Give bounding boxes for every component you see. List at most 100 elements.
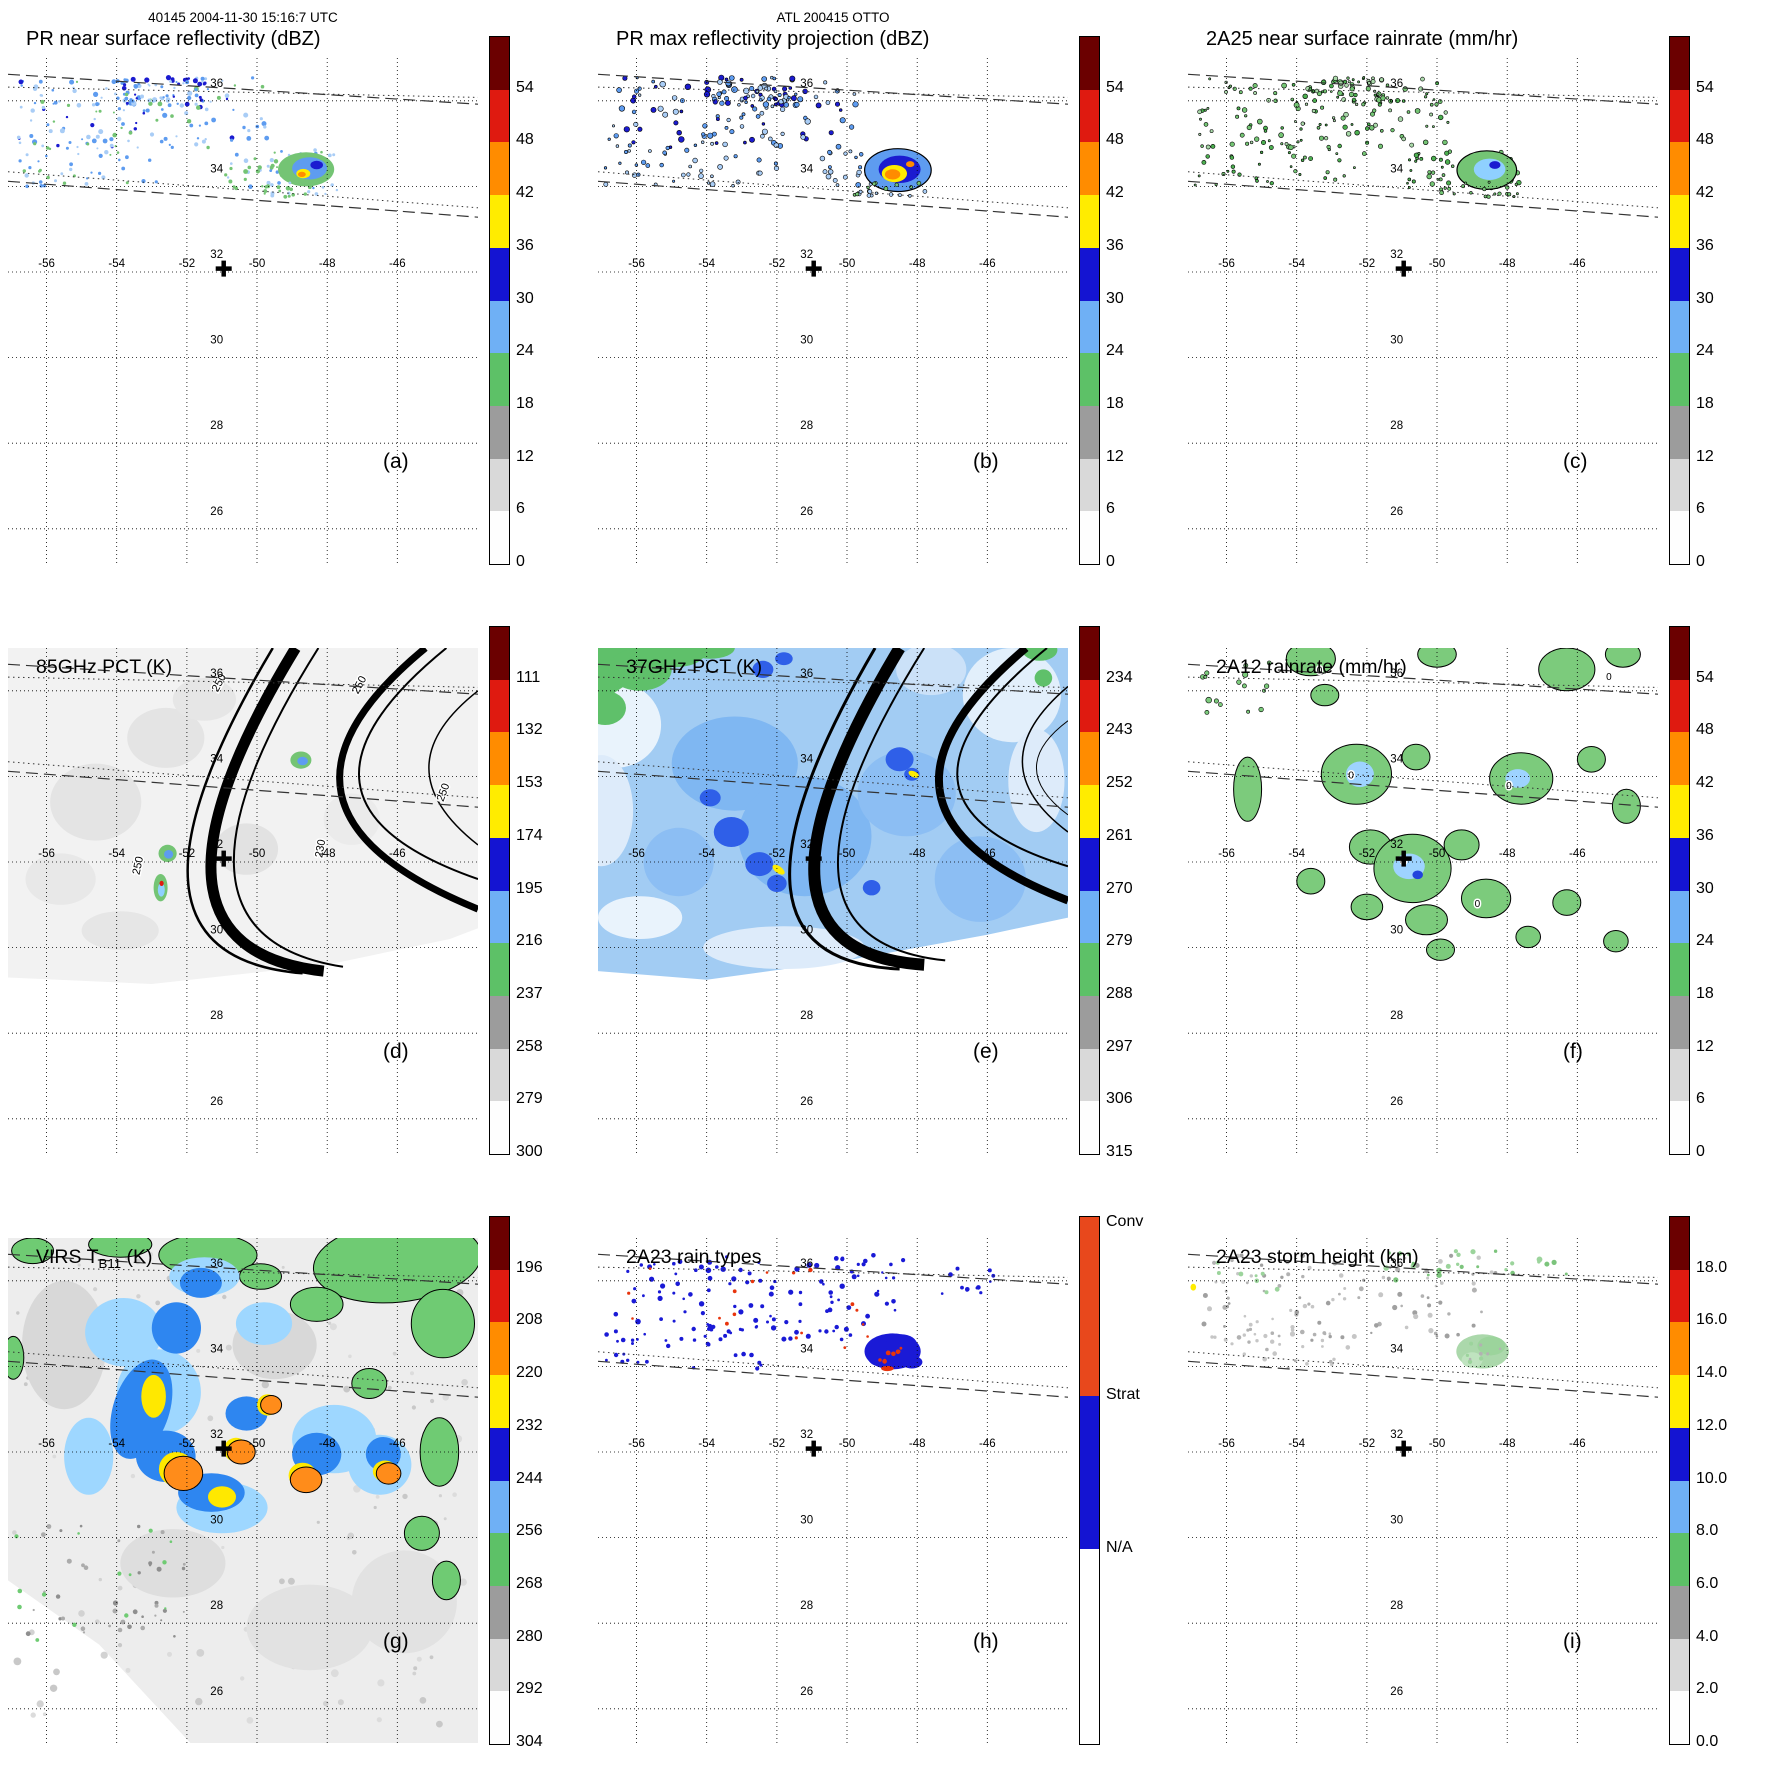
map-feature-speckle — [1409, 142, 1415, 148]
map-feature-speckle — [741, 112, 746, 117]
map-feature-speckle — [759, 98, 763, 102]
map-feature-speckle — [196, 105, 201, 110]
map-feature-speckle — [705, 1267, 712, 1274]
map-feature-speckle — [1242, 671, 1249, 678]
map-feature-speckle — [723, 155, 729, 161]
map-feature-speckle — [863, 1258, 868, 1264]
colorbar-label: 0 — [1696, 1143, 1705, 1160]
map-feature-speckle — [76, 145, 79, 149]
map-feature-speckle — [323, 1700, 329, 1707]
map-feature-speckle — [1213, 1335, 1217, 1339]
map-feature-speckle — [410, 1371, 414, 1376]
map-feature-speckle — [128, 1573, 132, 1577]
map-feature-speckle — [1293, 1359, 1297, 1363]
map-feature-speckle — [752, 106, 758, 112]
lat-tick-label: 26 — [1390, 506, 1403, 518]
map-feature-speckle — [38, 180, 43, 184]
map-feature-speckle — [19, 105, 23, 109]
map-feature-speckle — [1436, 1272, 1442, 1278]
map-feature-speckle — [173, 1635, 176, 1638]
map-feature-speckle — [114, 92, 117, 96]
colorbar-label: 2.0 — [1696, 1680, 1719, 1698]
map-feature-speckle — [95, 134, 100, 139]
lat-tick-label: 28 — [800, 1600, 813, 1612]
lon-tick-label: -54 — [108, 848, 125, 860]
map-feature-speckle — [1362, 151, 1367, 156]
map-feature-speckle — [1210, 1335, 1214, 1339]
colorbar-segment — [490, 511, 509, 565]
map-feature-speckle — [181, 1566, 186, 1571]
map-feature-speckle — [1198, 132, 1202, 136]
swath-edge-line — [598, 73, 1068, 105]
map-feature-speckle — [37, 160, 40, 163]
colorbar-label: 14.0 — [1696, 1364, 1728, 1382]
map-feature-speckle — [1397, 1251, 1403, 1256]
colorbar-g: 196 208 220 232 244 256 268 280 292 304 — [489, 1216, 573, 1750]
swath-edge-line — [598, 1253, 1068, 1285]
map-feature-blob — [703, 926, 865, 969]
map-feature-speckle — [729, 1331, 733, 1335]
map-feature-speckle — [147, 83, 150, 86]
map-feature-speckle — [631, 109, 637, 115]
map-feature-speckle — [1324, 136, 1329, 141]
map-feature-speckle — [90, 171, 93, 174]
colorbar-e: 234 243 252 261 270 279 288 297 306 315 — [1079, 626, 1163, 1160]
colorbar-b: 54 48 42 36 30 24 18 12 6 0 — [1079, 36, 1163, 570]
colorbar-label: 132 — [516, 721, 543, 739]
colorbar-label: 280 — [516, 1627, 543, 1645]
map-feature-speckle — [130, 76, 136, 82]
map-feature-blob — [25, 853, 96, 905]
map-feature-speckle — [699, 168, 704, 173]
map-feature-speckle — [112, 1600, 119, 1606]
map-feature-speckle — [1299, 127, 1303, 131]
colorbar-segment — [490, 195, 509, 248]
map-feature-speckle — [1229, 155, 1235, 160]
map-feature-speckle — [1478, 1356, 1484, 1361]
map-feature-speckle — [167, 1651, 172, 1657]
map-feature-speckle — [784, 1320, 789, 1325]
map-feature-speckle — [634, 88, 640, 94]
map-feature-speckle — [835, 101, 841, 107]
map-feature-blob — [88, 1238, 153, 1258]
map-feature-speckle — [230, 138, 234, 142]
colorbar-label: 12 — [516, 447, 534, 465]
map-feature-speckle — [1304, 102, 1309, 106]
map-feature-blob — [351, 1368, 388, 1399]
map-feature-speckle — [702, 123, 708, 129]
map-feature-speckle — [1205, 144, 1211, 150]
map-feature-blob — [906, 161, 915, 168]
map-feature-speckle — [32, 1608, 35, 1612]
map-feature-speckle — [1294, 120, 1297, 123]
map-feature-speckle — [843, 1326, 849, 1332]
map-feature-speckle — [802, 88, 808, 95]
lat-tick-label: 32 — [800, 249, 813, 261]
map-feature-speckle — [1236, 106, 1241, 111]
lon-tick-label: -48 — [909, 848, 926, 860]
map-feature-speckle — [1329, 83, 1334, 89]
map-feature-speckle — [280, 150, 283, 153]
map-feature-speckle — [1397, 116, 1404, 122]
map-feature-speckle — [653, 1263, 656, 1266]
map-feature-speckle — [192, 78, 198, 84]
map-feature-speckle — [163, 136, 168, 141]
map-feature-speckle — [854, 155, 858, 160]
swath-edge-line — [1188, 770, 1658, 808]
map-feature-speckle — [459, 1578, 467, 1586]
map-feature-speckle — [1376, 93, 1380, 96]
map-feature-speckle — [148, 1564, 152, 1567]
lon-tick-label: -56 — [628, 1438, 645, 1450]
map-feature-speckle — [1235, 114, 1240, 119]
map-feature-speckle — [22, 169, 26, 173]
map-feature-speckle — [1378, 143, 1384, 149]
map-feature-speckle — [635, 1318, 641, 1325]
map-feature-blob — [163, 1455, 204, 1491]
map-feature-speckle — [613, 133, 619, 139]
map-feature-speckle — [626, 1358, 630, 1362]
colorbar-label: 256 — [516, 1522, 543, 1540]
map-feature-speckle — [86, 142, 90, 146]
map-feature-speckle — [1238, 1271, 1244, 1277]
map-feature-speckle — [740, 1328, 744, 1332]
map-feature-speckle — [1471, 1281, 1476, 1286]
map-feature-speckle — [672, 1319, 676, 1323]
map-feature-blob — [164, 850, 174, 859]
